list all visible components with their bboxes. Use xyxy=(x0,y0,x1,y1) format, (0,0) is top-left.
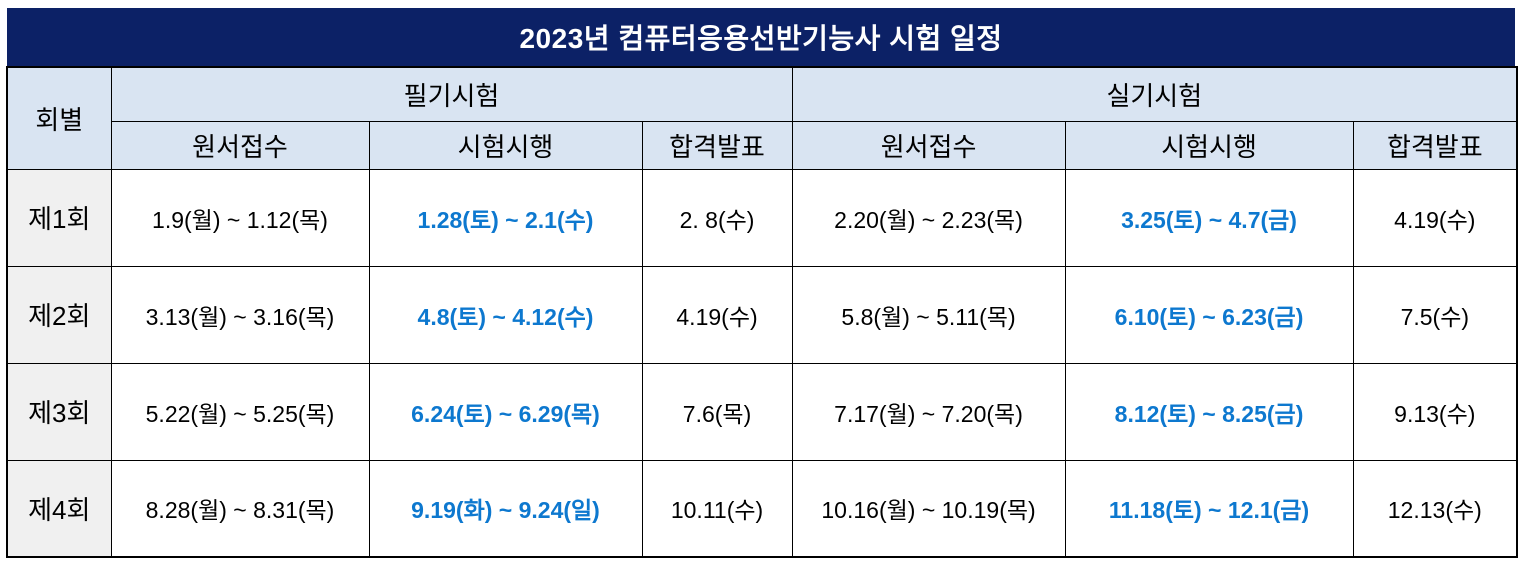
col-group-written-exam: 필기시험 xyxy=(110,66,793,122)
table-row-round-1: 제1회 1.9(월) ~ 1.12(목) 1.28(토) ~ 2.1(수) 2.… xyxy=(6,168,1518,267)
cell-practical-result: 9.13(수) xyxy=(1352,362,1518,461)
cell-practical-exam-date: 11.18(토) ~ 12.1(금) xyxy=(1064,459,1354,558)
cell-written-result: 4.19(수) xyxy=(641,265,793,364)
cell-practical-exam-date: 6.10(토) ~ 6.23(금) xyxy=(1064,265,1354,364)
table-row-round-3: 제3회 5.22(월) ~ 5.25(목) 6.24(토) ~ 6.29(목) … xyxy=(6,362,1518,461)
cell-written-application: 3.13(월) ~ 3.16(목) xyxy=(110,265,370,364)
cell-written-application: 1.9(월) ~ 1.12(목) xyxy=(110,168,370,267)
col-group-practical-exam: 실기시험 xyxy=(791,66,1518,122)
row-label-round-3: 제3회 xyxy=(6,362,112,461)
cell-written-application: 8.28(월) ~ 8.31(목) xyxy=(110,459,370,558)
col-header-practical-result: 합격발표 xyxy=(1352,120,1518,170)
table-row-round-2: 제2회 3.13(월) ~ 3.16(목) 4.8(토) ~ 4.12(수) 4… xyxy=(6,265,1518,364)
group-header-row: 회별 필기시험 실기시험 xyxy=(6,66,1518,170)
cell-written-result: 2. 8(수) xyxy=(641,168,793,267)
col-header-practical-application: 원서접수 xyxy=(791,120,1066,170)
cell-written-result: 10.11(수) xyxy=(641,459,793,558)
row-label-round-4: 제4회 xyxy=(6,459,112,558)
table-row-round-4: 제4회 8.28(월) ~ 8.31(목) 9.19(화) ~ 9.24(일) … xyxy=(6,459,1518,558)
cell-practical-result: 7.5(수) xyxy=(1352,265,1518,364)
cell-written-exam-date: 1.28(토) ~ 2.1(수) xyxy=(368,168,643,267)
cell-written-application: 5.22(월) ~ 5.25(목) xyxy=(110,362,370,461)
cell-written-exam-date: 4.8(토) ~ 4.12(수) xyxy=(368,265,643,364)
cell-written-exam-date: 6.24(토) ~ 6.29(목) xyxy=(368,362,643,461)
cell-practical-application: 5.8(월) ~ 5.11(목) xyxy=(791,265,1066,364)
col-header-written-exam-date: 시험시행 xyxy=(368,120,643,170)
cell-practical-application: 10.16(월) ~ 10.19(목) xyxy=(791,459,1066,558)
cell-practical-exam-date: 8.12(토) ~ 8.25(금) xyxy=(1064,362,1354,461)
table-title: 2023년 컴퓨터응용선반기능사 시험 일정 xyxy=(519,23,1003,54)
row-label-round-1: 제1회 xyxy=(6,168,112,267)
col-header-practical-exam-date: 시험시행 xyxy=(1064,120,1354,170)
cell-written-exam-date: 9.19(화) ~ 9.24(일) xyxy=(368,459,643,558)
col-header-written-application: 원서접수 xyxy=(110,120,370,170)
cell-practical-result: 4.19(수) xyxy=(1352,168,1518,267)
sub-header-row: 원서접수 시험시행 합격발표 원서접수 시험시행 합격발표 xyxy=(7,120,1518,170)
row-label-round-2: 제2회 xyxy=(6,265,112,364)
cell-practical-exam-date: 3.25(토) ~ 4.7(금) xyxy=(1064,168,1354,267)
cell-practical-application: 7.17(월) ~ 7.20(목) xyxy=(791,362,1066,461)
cell-practical-result: 12.13(수) xyxy=(1352,459,1518,558)
exam-schedule-table: 회별 필기시험 실기시험 원서접수 시험시행 합격발표 원서접수 시험시행 합격… xyxy=(6,66,1519,558)
col-header-round: 회별 xyxy=(6,66,112,170)
cell-written-result: 7.6(목) xyxy=(641,362,793,461)
table-title-bar: 2023년 컴퓨터응용선반기능사 시험 일정 xyxy=(7,8,1515,66)
cell-practical-application: 2.20(월) ~ 2.23(목) xyxy=(791,168,1066,267)
col-header-written-result: 합격발표 xyxy=(641,120,793,170)
